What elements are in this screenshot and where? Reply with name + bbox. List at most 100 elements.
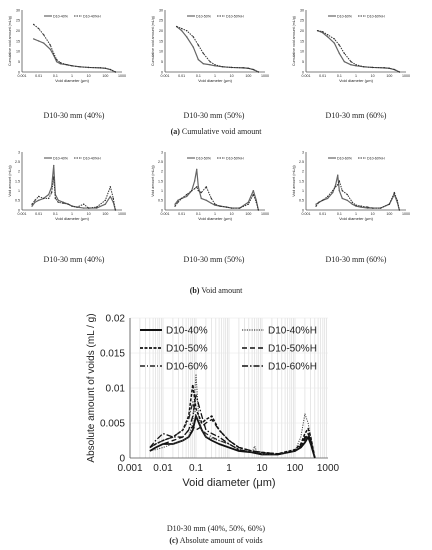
x-tick-label: 0.01: [178, 212, 185, 216]
x-tick-label: 10: [230, 74, 234, 78]
data-point: [49, 44, 52, 46]
data-point: [209, 60, 211, 63]
subtitle-b1: D10-30 mm (40%): [43, 255, 105, 264]
data-point: [318, 201, 320, 203]
data-point: [398, 209, 401, 211]
y-tick-label: 0: [161, 70, 163, 74]
data-point: [343, 60, 346, 63]
y-tick-label: 30: [159, 8, 163, 12]
y-tick-label: 30: [300, 8, 304, 12]
data-point: [383, 67, 386, 69]
y-tick-label: 5: [161, 60, 163, 64]
data-point: [82, 207, 85, 209]
data-point: [185, 36, 188, 38]
data-point: [48, 197, 50, 200]
data-point: [338, 44, 341, 46]
data-point: [346, 199, 348, 202]
y-tick-label: 2: [18, 170, 20, 174]
data-point: [225, 206, 228, 208]
y-tick-label: 2.5: [158, 160, 163, 164]
y-tick-label: 0.5: [158, 199, 163, 203]
x-tick-label: 0.1: [189, 463, 203, 474]
data-point: [174, 203, 176, 205]
x-tick-label: 1000: [402, 212, 410, 216]
data-point: [59, 62, 62, 64]
data-point: [180, 27, 183, 30]
x-tick-label: 0.01: [319, 74, 326, 78]
x-tick-label: 0.01: [153, 463, 173, 474]
y-tick-label: 3: [18, 150, 20, 154]
series-line: [174, 186, 259, 211]
data-point: [200, 197, 202, 200]
legend-label: D10-50%H: [268, 344, 317, 355]
data-point: [393, 68, 396, 71]
x-tick-label: 0.001: [117, 463, 142, 474]
data-point: [321, 31, 324, 33]
series-line: [315, 180, 400, 211]
data-point: [230, 207, 233, 209]
series-line: [31, 164, 116, 211]
x-tick-label: 0.01: [178, 74, 185, 78]
chart-a3: 0 5 10 15 20 25 30 0.001 0.01 0.1 1 10 100 1000 Void d…: [292, 8, 410, 83]
legend-label: D10-40%H: [268, 326, 317, 337]
data-point: [192, 36, 195, 38]
subtitle-b2: D10-30 mm (50%): [183, 255, 245, 264]
data-point: [355, 65, 357, 67]
x-tick-label: 10: [256, 463, 268, 474]
data-point: [193, 188, 196, 190]
data-point: [337, 174, 339, 176]
x-tick-label: 1: [71, 212, 73, 216]
y-tick-label: 1: [161, 189, 163, 193]
data-point: [114, 209, 117, 211]
data-point: [242, 67, 245, 69]
caption-b-letter: (b): [189, 286, 200, 295]
series-line: [149, 394, 316, 459]
x-tick-label: 1000: [118, 212, 126, 216]
data-point: [219, 205, 221, 207]
data-point: [37, 195, 40, 198]
data-point: [315, 203, 317, 205]
data-point: [398, 71, 401, 73]
chart-b3: 0 0.5 1 1.5 2 2.5 3 0.001 0.01 0.1 1 10 100 1000 Void …: [292, 150, 410, 221]
data-point: [326, 36, 329, 38]
y-tick-label: 10: [16, 50, 20, 54]
data-point: [79, 66, 81, 68]
legend-label: D10-60%: [337, 156, 353, 160]
x-tick-label: 100: [386, 74, 392, 78]
y-tick-label: 25: [159, 19, 163, 23]
data-point: [332, 189, 334, 192]
legend-label: D10-60%H: [367, 14, 385, 18]
series-line: [315, 174, 400, 211]
data-point: [76, 206, 78, 208]
data-point: [197, 189, 200, 192]
data-point: [53, 176, 55, 178]
x-tick-label: 0.001: [18, 212, 27, 216]
data-point: [174, 205, 176, 207]
x-tick-label: 1000: [317, 463, 340, 474]
x-tick-label: 0.1: [196, 212, 201, 216]
caption-c-text: Absolute amount of voids: [179, 536, 263, 545]
data-point: [350, 60, 352, 63]
data-point: [355, 205, 357, 207]
data-point: [346, 193, 348, 196]
data-point: [326, 197, 329, 200]
data-point: [53, 164, 55, 167]
data-point: [99, 67, 102, 69]
y-tick-label: 15: [16, 39, 20, 43]
data-point: [341, 197, 343, 200]
y-tick-label: 0.005: [100, 419, 125, 430]
legend-label: D10-60%: [166, 362, 208, 373]
x-tick-label: 0.001: [161, 212, 170, 216]
data-point: [350, 64, 352, 66]
y-axis-label: Cumulative void amount (mL/g): [292, 16, 296, 66]
y-tick-label: 30: [16, 8, 20, 12]
data-point: [59, 63, 62, 65]
data-point: [363, 66, 365, 68]
legend-label: D10-40%: [166, 326, 208, 337]
data-point: [393, 191, 396, 194]
data-point: [196, 186, 198, 188]
y-tick-label: 0.5: [299, 199, 304, 203]
data-point: [334, 186, 337, 188]
y-axis-label: Void amount (mL/g): [8, 165, 12, 196]
